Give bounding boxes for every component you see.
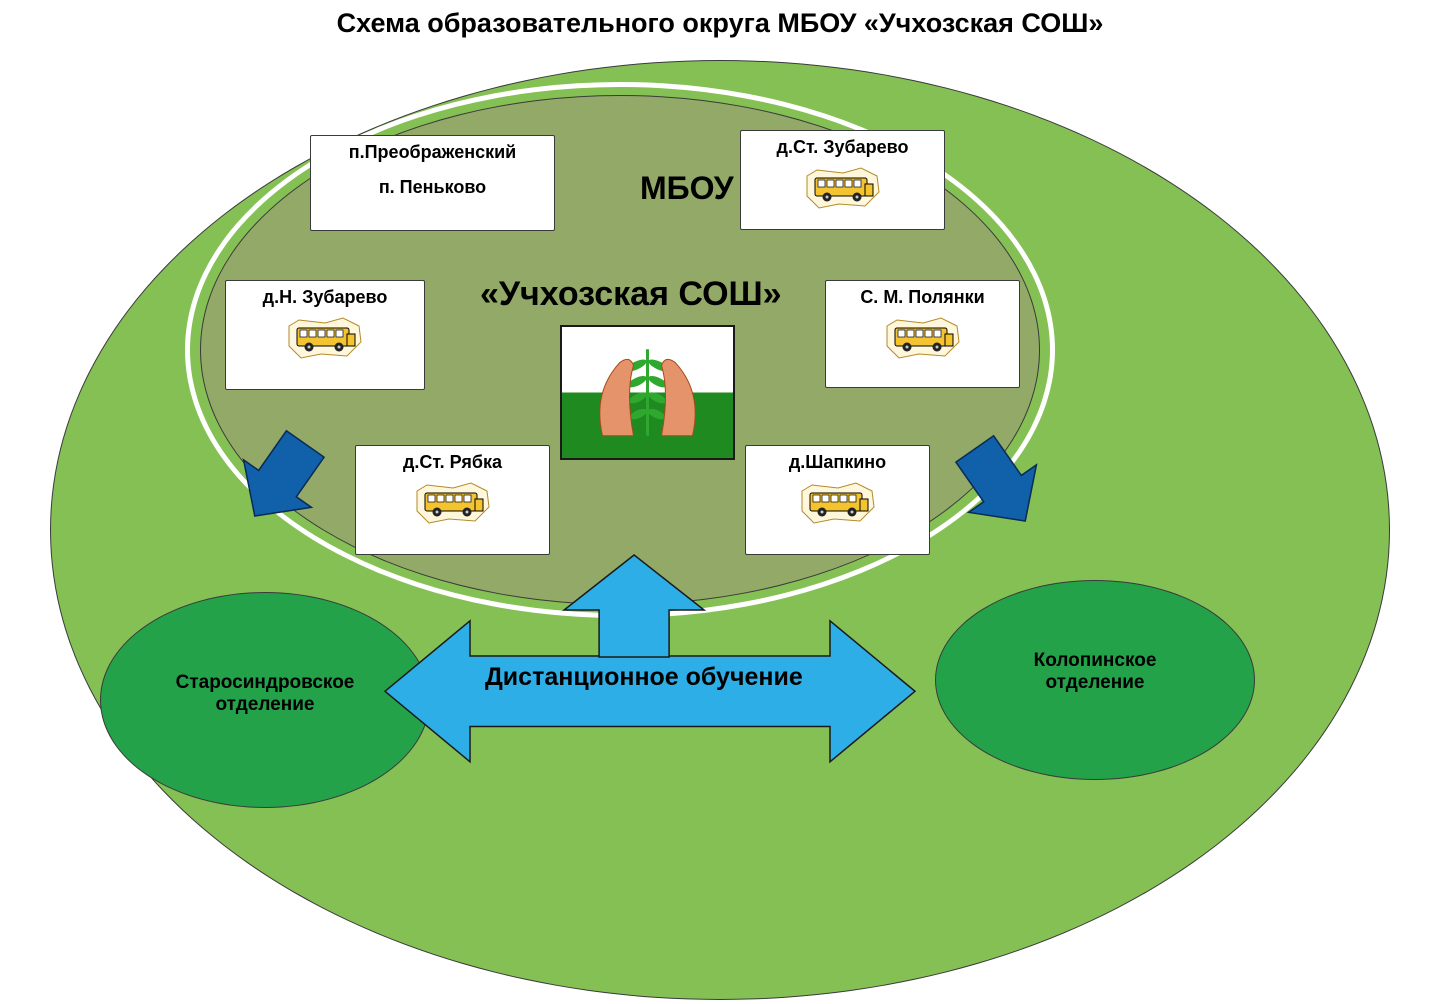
distance-learning-label: Дистанционное обучение (485, 663, 803, 692)
diagram-stage: Схема образовательного округа МБОУ «Учхо… (0, 0, 1440, 1004)
village-label: д.Шапкино (789, 452, 886, 473)
village-label: С. М. Полянки (860, 287, 984, 308)
school-logo (560, 325, 735, 460)
department-starosindrovskoe-label: Старосиндровскоеотделение (110, 672, 420, 716)
department-label-line2: отделение (216, 694, 315, 715)
village-box-st-ryabka: д.Ст. Рябка (355, 445, 550, 555)
village-box-preobrazhensky: п.Преображенский п. Пеньково (310, 135, 555, 231)
bus-icon (798, 477, 878, 525)
village-box-st-zubarevo: д.Ст. Зубарево (740, 130, 945, 230)
school-name-line2: «Учхозская СОШ» (480, 275, 782, 314)
diagram-title: Схема образовательного округа МБОУ «Учхо… (0, 8, 1440, 39)
bus-icon (883, 312, 963, 360)
department-label-line2: отделение (1046, 672, 1145, 693)
village-label: д.Ст. Рябка (403, 452, 502, 473)
village-label: д.Ст. Зубарево (777, 137, 909, 158)
village-box-shapkino: д.Шапкино (745, 445, 930, 555)
village-box-polyaki: С. М. Полянки (825, 280, 1020, 388)
village-label: д.Н. Зубарево (263, 287, 388, 308)
department-label-line1: Колопинское (1034, 650, 1157, 671)
bus-icon (413, 477, 493, 525)
department-kolopinskoe-label: Колопинскоеотделение (945, 650, 1245, 694)
school-name-line1: МБОУ (640, 170, 734, 207)
department-label-line1: Старосиндровское (176, 672, 355, 693)
village-box-n-zubarevo: д.Н. Зубарево (225, 280, 425, 390)
village-sublabel: п. Пеньково (379, 177, 486, 198)
bus-icon (803, 162, 883, 210)
bus-icon (285, 312, 365, 360)
village-label: п.Преображенский (349, 142, 517, 163)
